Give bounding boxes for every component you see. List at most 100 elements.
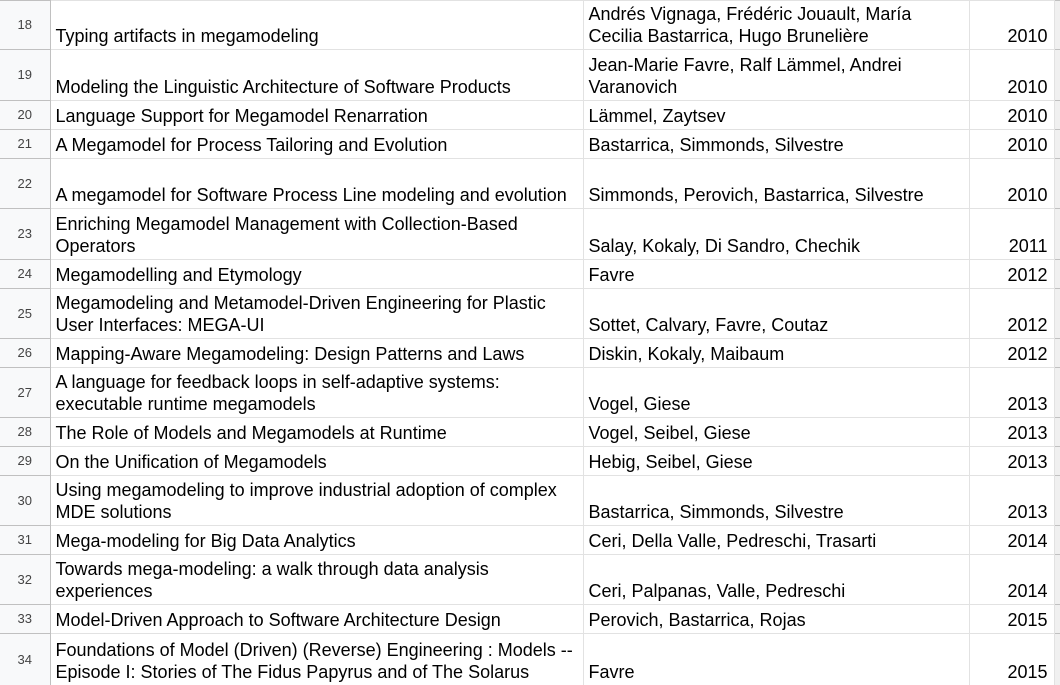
row-number-header[interactable]: 31 [0, 525, 51, 555]
vertical-scrollbar-edge[interactable] [1053, 633, 1060, 685]
row-number-header[interactable]: 29 [0, 446, 51, 476]
authors-cell[interactable]: Jean-Marie Favre, Ralf Lämmel, Andrei Va… [582, 49, 970, 101]
vertical-scrollbar-edge[interactable] [1053, 417, 1060, 447]
row-number-header[interactable]: 18 [0, 0, 51, 50]
table-row: 21 A Megamodel for Process Tailoring and … [0, 129, 1060, 159]
table-row: 23 Enriching Megamodel Management with Co… [0, 208, 1060, 260]
row-number-header[interactable]: 19 [0, 49, 51, 101]
year-cell[interactable]: 2014 [968, 525, 1055, 555]
row-number-header[interactable]: 26 [0, 338, 51, 368]
table-row: 33 Model-Driven Approach to Software Arch… [0, 604, 1060, 634]
year-cell[interactable]: 2012 [968, 338, 1055, 368]
table-row: 29 On the Unification of Megamodels Hebig,… [0, 446, 1060, 476]
table-row: 34 Foundations of Model (Driven) (Reverse… [0, 633, 1060, 685]
table-row: 31 Mega-modeling for Big Data Analytics Ce… [0, 525, 1060, 555]
table-row: 25 Megamodeling and Metamodel-Driven Engi… [0, 288, 1060, 339]
title-cell[interactable]: Towards mega-modeling: a walk through da… [49, 554, 584, 605]
row-number-header[interactable]: 28 [0, 417, 51, 447]
year-cell[interactable]: 2013 [968, 367, 1055, 418]
authors-cell[interactable]: Simmonds, Perovich, Bastarrica, Silvestr… [582, 158, 970, 209]
row-number-header[interactable]: 23 [0, 208, 51, 260]
authors-cell[interactable]: Ceri, Della Valle, Pedreschi, Trasarti [582, 525, 970, 555]
title-cell[interactable]: Language Support for Megamodel Renarrati… [49, 100, 584, 130]
table-row: 26 Mapping-Aware Megamodeling: Design Pat… [0, 338, 1060, 368]
vertical-scrollbar-edge[interactable] [1053, 100, 1060, 130]
vertical-scrollbar-edge[interactable] [1053, 554, 1060, 605]
table-row: 22 A megamodel for Software Process Line … [0, 158, 1060, 209]
year-cell[interactable]: 2012 [968, 259, 1055, 289]
row-number-header[interactable]: 30 [0, 475, 51, 526]
authors-cell[interactable]: Lämmel, Zaytsev [582, 100, 970, 130]
title-cell[interactable]: The Role of Models and Megamodels at Run… [49, 417, 584, 447]
row-number-header[interactable]: 27 [0, 367, 51, 418]
title-cell[interactable]: A megamodel for Software Process Line mo… [49, 158, 584, 209]
authors-cell[interactable]: Andrés Vignaga, Frédéric Jouault, María … [582, 0, 970, 50]
year-cell[interactable]: 2010 [968, 100, 1055, 130]
year-cell[interactable]: 2015 [968, 633, 1055, 685]
vertical-scrollbar-edge[interactable] [1053, 446, 1060, 476]
title-cell[interactable]: Mega-modeling for Big Data Analytics [49, 525, 584, 555]
row-number-header[interactable]: 34 [0, 633, 51, 685]
title-cell[interactable]: Foundations of Model (Driven) (Reverse) … [49, 633, 584, 685]
title-cell[interactable]: Megamodeling and Metamodel-Driven Engine… [49, 288, 584, 339]
authors-cell[interactable]: Sottet, Calvary, Favre, Coutaz [582, 288, 970, 339]
year-cell[interactable]: 2010 [968, 129, 1055, 159]
title-cell[interactable]: A Megamodel for Process Tailoring and Ev… [49, 129, 584, 159]
year-cell[interactable]: 2014 [968, 554, 1055, 605]
year-cell[interactable]: 2011 [968, 208, 1055, 260]
title-cell[interactable]: Mapping-Aware Megamodeling: Design Patte… [49, 338, 584, 368]
vertical-scrollbar-edge[interactable] [1053, 49, 1060, 101]
row-number-header[interactable]: 20 [0, 100, 51, 130]
authors-cell[interactable]: Bastarrica, Simmonds, Silvestre [582, 129, 970, 159]
row-number-header[interactable]: 33 [0, 604, 51, 634]
row-number-header[interactable]: 24 [0, 259, 51, 289]
year-cell[interactable]: 2013 [968, 446, 1055, 476]
year-cell[interactable]: 2013 [968, 417, 1055, 447]
year-cell[interactable]: 2010 [968, 0, 1055, 50]
title-cell[interactable]: Modeling the Linguistic Architecture of … [49, 49, 584, 101]
year-cell[interactable]: 2012 [968, 288, 1055, 339]
vertical-scrollbar-edge[interactable] [1053, 475, 1060, 526]
vertical-scrollbar-edge[interactable] [1053, 0, 1060, 50]
vertical-scrollbar-edge[interactable] [1053, 259, 1060, 289]
title-cell[interactable]: Megamodelling and Etymology [49, 259, 584, 289]
authors-cell[interactable]: Favre [582, 259, 970, 289]
year-cell[interactable]: 2015 [968, 604, 1055, 634]
table-row: 24 Megamodelling and Etymology Favre 2012 [0, 259, 1060, 289]
row-number-header[interactable]: 25 [0, 288, 51, 339]
vertical-scrollbar-edge[interactable] [1053, 158, 1060, 209]
vertical-scrollbar-edge[interactable] [1053, 338, 1060, 368]
row-number-header[interactable]: 22 [0, 158, 51, 209]
title-cell[interactable]: Enriching Megamodel Management with Coll… [49, 208, 584, 260]
year-cell[interactable]: 2013 [968, 475, 1055, 526]
title-cell[interactable]: Using megamodeling to improve industrial… [49, 475, 584, 526]
title-cell[interactable]: Typing artifacts in megamodeling [49, 0, 584, 50]
authors-cell[interactable]: Ceri, Palpanas, Valle, Pedreschi [582, 554, 970, 605]
authors-cell[interactable]: Vogel, Seibel, Giese [582, 417, 970, 447]
title-cell[interactable]: Model-Driven Approach to Software Archit… [49, 604, 584, 634]
table-row: 32 Towards mega-modeling: a walk through … [0, 554, 1060, 605]
vertical-scrollbar-edge[interactable] [1053, 604, 1060, 634]
vertical-scrollbar-edge[interactable] [1053, 367, 1060, 418]
authors-cell[interactable]: Perovich, Bastarrica, Rojas [582, 604, 970, 634]
year-cell[interactable]: 2010 [968, 49, 1055, 101]
vertical-scrollbar-edge[interactable] [1053, 288, 1060, 339]
vertical-scrollbar-edge[interactable] [1053, 525, 1060, 555]
authors-cell[interactable]: Hebig, Seibel, Giese [582, 446, 970, 476]
year-cell[interactable]: 2010 [968, 158, 1055, 209]
vertical-scrollbar-edge[interactable] [1053, 129, 1060, 159]
row-number-header[interactable]: 32 [0, 554, 51, 605]
authors-cell[interactable]: Bastarrica, Simmonds, Silvestre [582, 475, 970, 526]
authors-cell[interactable]: Vogel, Giese [582, 367, 970, 418]
table-row: 19 Modeling the Linguistic Architecture o… [0, 49, 1060, 101]
title-cell[interactable]: A language for feedback loops in self-ad… [49, 367, 584, 418]
table-row: 28 The Role of Models and Megamodels at R… [0, 417, 1060, 447]
authors-cell[interactable]: Diskin, Kokaly, Maibaum [582, 338, 970, 368]
title-cell[interactable]: On the Unification of Megamodels [49, 446, 584, 476]
row-number-header[interactable]: 21 [0, 129, 51, 159]
vertical-scrollbar-edge[interactable] [1053, 208, 1060, 260]
authors-cell[interactable]: Salay, Kokaly, Di Sandro, Chechik [582, 208, 970, 260]
authors-cell[interactable]: Favre [582, 633, 970, 685]
